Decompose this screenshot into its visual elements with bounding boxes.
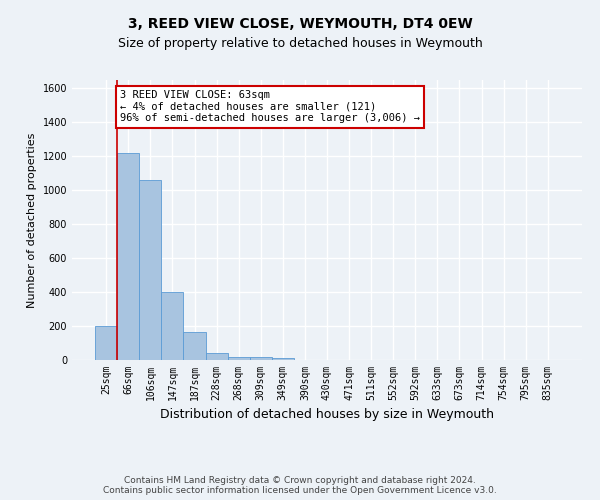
Bar <box>161 292 184 360</box>
Y-axis label: Number of detached properties: Number of detached properties <box>27 132 37 308</box>
Bar <box>227 356 250 360</box>
Bar <box>250 358 272 360</box>
Text: 3 REED VIEW CLOSE: 63sqm
← 4% of detached houses are smaller (121)
96% of semi-d: 3 REED VIEW CLOSE: 63sqm ← 4% of detache… <box>120 90 420 124</box>
Bar <box>139 180 161 360</box>
X-axis label: Distribution of detached houses by size in Weymouth: Distribution of detached houses by size … <box>160 408 494 422</box>
Bar <box>206 353 227 360</box>
Bar <box>184 332 206 360</box>
Text: Contains HM Land Registry data © Crown copyright and database right 2024.
Contai: Contains HM Land Registry data © Crown c… <box>103 476 497 495</box>
Bar <box>95 326 117 360</box>
Bar <box>272 358 294 360</box>
Text: 3, REED VIEW CLOSE, WEYMOUTH, DT4 0EW: 3, REED VIEW CLOSE, WEYMOUTH, DT4 0EW <box>128 18 472 32</box>
Text: Size of property relative to detached houses in Weymouth: Size of property relative to detached ho… <box>118 38 482 51</box>
Bar <box>117 153 139 360</box>
